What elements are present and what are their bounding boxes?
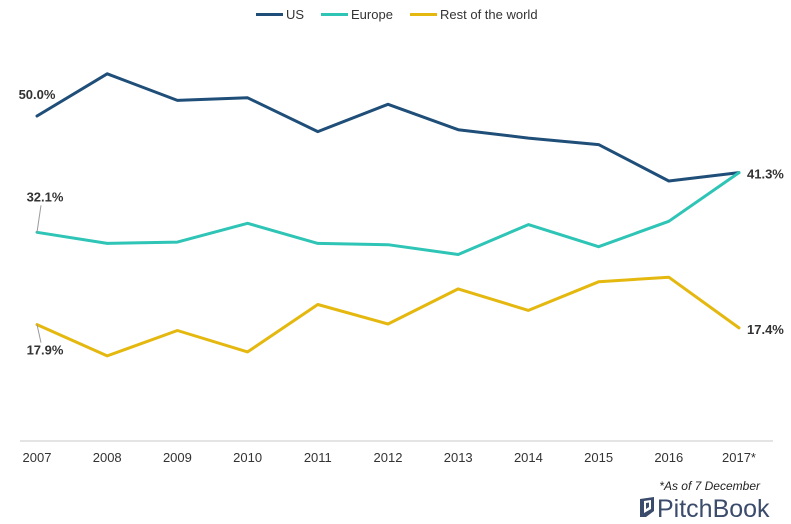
- data-label-leader: [36, 205, 42, 233]
- x-tick-label: 2009: [163, 450, 192, 465]
- pitchbook-logo-icon: [640, 497, 654, 517]
- legend-label: Rest of the world: [440, 7, 538, 22]
- data-labels: 50.0% 32.1% 17.9% 41.3% 17.4%: [19, 87, 785, 358]
- series-lines: [35, 72, 741, 358]
- legend: US Europe Rest of the world: [256, 7, 538, 22]
- data-label: 50.0%: [19, 87, 56, 102]
- x-tick-label: 2014: [514, 450, 543, 465]
- x-tick-label: 2011: [304, 450, 332, 465]
- brand-name: PitchBook: [657, 495, 770, 523]
- x-axis-ticks: 2007 2008 2009 2010 2011 2012 2013 2014 2015 2016…: [23, 450, 756, 465]
- data-label: 17.9%: [27, 343, 64, 358]
- x-tick-label: 2010: [233, 450, 262, 465]
- x-tick-label: 2012: [374, 450, 403, 465]
- series-line: [35, 171, 741, 256]
- x-tick-label: 2013: [444, 450, 473, 465]
- x-tick-label: 2017*: [722, 450, 756, 465]
- series-line: [35, 72, 741, 183]
- x-tick-label: 2016: [654, 450, 683, 465]
- footnote: *As of 7 December: [659, 479, 761, 493]
- data-label: 41.3%: [747, 167, 784, 182]
- legend-label: Europe: [351, 7, 393, 22]
- legend-label: US: [286, 7, 304, 22]
- x-tick-label: 2007: [23, 450, 52, 465]
- data-label-leader: [36, 324, 42, 343]
- data-label: 17.4%: [747, 322, 784, 337]
- data-label: 32.1%: [27, 189, 64, 204]
- x-tick-label: 2008: [93, 450, 122, 465]
- series-line: [35, 275, 741, 358]
- x-tick-label: 2015: [584, 450, 613, 465]
